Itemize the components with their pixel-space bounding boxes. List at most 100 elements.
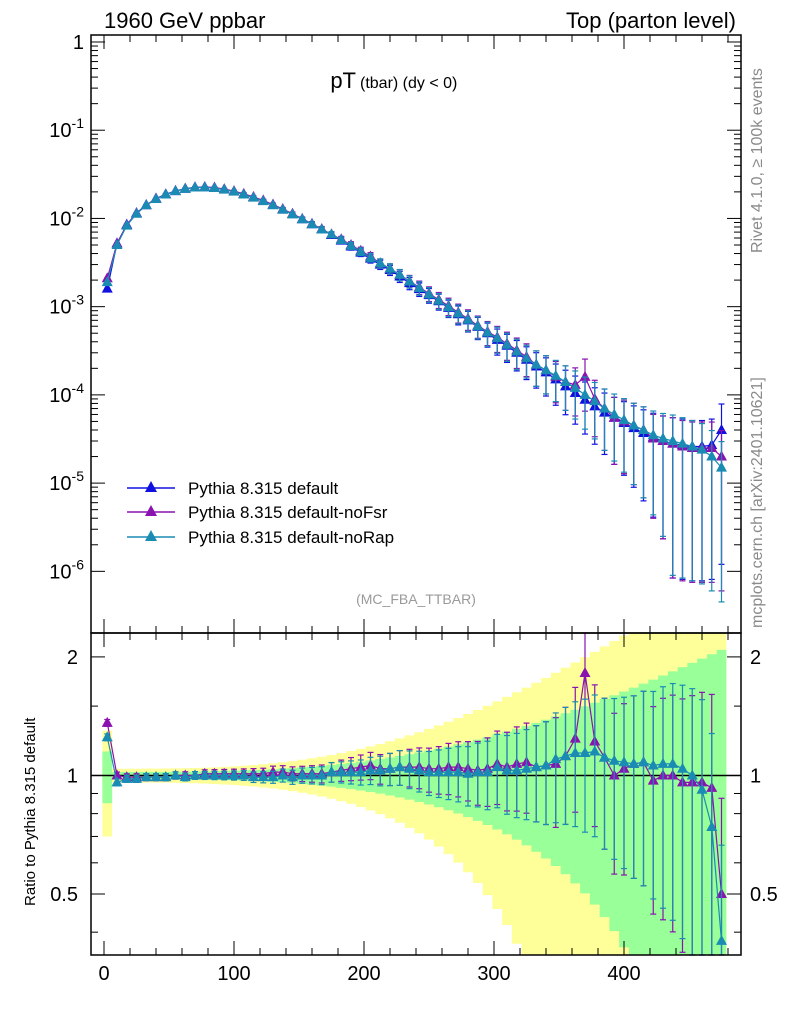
data-point-triangle	[579, 747, 591, 758]
series-line	[106, 737, 723, 941]
data-point-triangle	[140, 771, 152, 782]
data-point-triangle	[628, 757, 640, 768]
y-tick-label: 10-4	[49, 380, 84, 407]
data-point-triangle	[579, 370, 591, 381]
data-point-triangle	[209, 182, 220, 193]
data-point-triangle	[472, 766, 484, 777]
data-point-triangle	[296, 213, 308, 224]
legend-label: Pythia 8.315 default	[188, 479, 339, 498]
data-point-triangle	[355, 766, 367, 777]
data-point-triangle	[462, 313, 474, 324]
y-tick-exponent: -6	[72, 556, 85, 572]
uncertainty-bands	[102, 633, 727, 955]
data-point-triangle	[647, 759, 659, 770]
data-point-triangle	[540, 364, 552, 375]
data-point-triangle	[657, 432, 669, 443]
data-point-triangle	[579, 388, 591, 399]
y-tick-exponent: -3	[72, 292, 85, 308]
y-tick-exponent: -2	[72, 203, 85, 219]
data-point-triangle	[267, 199, 279, 210]
data-point-triangle	[677, 437, 688, 448]
data-point-triangle	[238, 188, 250, 199]
data-point-triangle	[433, 766, 445, 777]
data-point-triangle	[433, 294, 445, 305]
data-point-triangle	[589, 395, 601, 406]
data-point-triangle	[257, 771, 269, 782]
data-point-triangle	[569, 747, 581, 758]
data-point-triangle	[706, 820, 718, 831]
y-tick-label: 10-6	[49, 556, 84, 583]
analysis-tag: (MC_FBA_TTBAR)	[356, 591, 476, 607]
data-point-triangle	[530, 761, 542, 772]
data-point-triangle	[482, 766, 493, 777]
data-point-triangle	[384, 262, 396, 273]
data-point-triangle	[530, 358, 542, 369]
data-point-triangle	[160, 771, 172, 782]
data-point-triangle	[365, 764, 376, 775]
data-point-triangle	[618, 756, 630, 767]
data-point-triangle	[287, 208, 298, 219]
data-point-triangle	[443, 766, 454, 777]
data-point-triangle	[608, 408, 620, 419]
data-point-triangle	[218, 769, 230, 780]
data-point-triangle	[111, 238, 123, 249]
data-point-triangle	[345, 766, 357, 777]
legend-label: Pythia 8.315 default-noFsr	[188, 503, 388, 522]
data-point-triangle	[228, 185, 240, 196]
ratio-y-tick-label-right: 2	[750, 647, 761, 669]
data-point-triangle	[277, 203, 289, 214]
data-point-triangle	[511, 764, 523, 775]
x-tick-label: 300	[477, 963, 510, 985]
data-point-triangle	[706, 450, 718, 461]
ratio-panel-frame	[90, 632, 742, 956]
data-point-triangle	[189, 769, 201, 780]
data-point-triangle	[579, 667, 591, 678]
data-point-triangle	[638, 423, 649, 434]
data-point-triangle	[228, 769, 240, 780]
ratio-series-layer	[101, 632, 727, 956]
data-point-triangle	[686, 440, 698, 451]
data-point-triangle	[355, 245, 367, 256]
data-point-triangle	[550, 753, 562, 764]
data-point-triangle	[248, 191, 259, 202]
data-point-triangle	[647, 429, 659, 440]
legend-marker-triangle	[145, 481, 157, 492]
x-tick-label: 200	[347, 963, 380, 985]
data-point-triangle	[443, 301, 454, 312]
legend-marker-triangle	[145, 505, 157, 516]
data-point-triangle	[335, 766, 347, 777]
data-point-triangle	[482, 326, 493, 337]
x-tick-label: 400	[607, 963, 640, 985]
data-point-triangle	[686, 769, 698, 780]
data-point-triangle	[150, 193, 162, 204]
data-point-triangle	[560, 375, 571, 386]
data-point-triangle	[413, 281, 425, 292]
x-tick-label: 0	[98, 963, 109, 985]
data-point-triangle	[267, 771, 279, 782]
data-point-triangle	[716, 423, 727, 434]
data-point-triangle	[628, 419, 640, 430]
data-point-triangle	[716, 461, 727, 472]
data-point-triangle	[667, 757, 679, 768]
legend-label: Pythia 8.315 default-noRap	[188, 528, 394, 547]
ratio-panel-ticks: 0 100 200 300 400 0.5 0.5 1 1 2 2	[50, 633, 778, 985]
data-point-triangle	[618, 413, 630, 424]
data-point-triangle	[599, 402, 610, 413]
data-point-triangle	[452, 307, 464, 318]
data-point-triangle	[667, 435, 679, 446]
data-point-triangle	[238, 769, 250, 780]
data-point-triangle	[608, 754, 620, 765]
data-point-triangle	[345, 239, 357, 250]
data-point-triangle	[140, 199, 152, 210]
data-point-triangle	[677, 762, 688, 773]
data-point-triangle	[179, 771, 191, 782]
ratio-y-tick-label: 2	[67, 647, 78, 669]
data-point-triangle	[394, 761, 406, 772]
data-point-triangle	[413, 764, 425, 775]
y-tick-label: 10-5	[49, 468, 84, 495]
header-right: Top (parton level)	[566, 8, 736, 33]
data-point-triangle	[316, 223, 328, 234]
legend-item: Pythia 8.315 default-noRap	[127, 528, 394, 547]
ratio-y-label: Ratio to Pythia 8.315 default	[22, 717, 39, 906]
